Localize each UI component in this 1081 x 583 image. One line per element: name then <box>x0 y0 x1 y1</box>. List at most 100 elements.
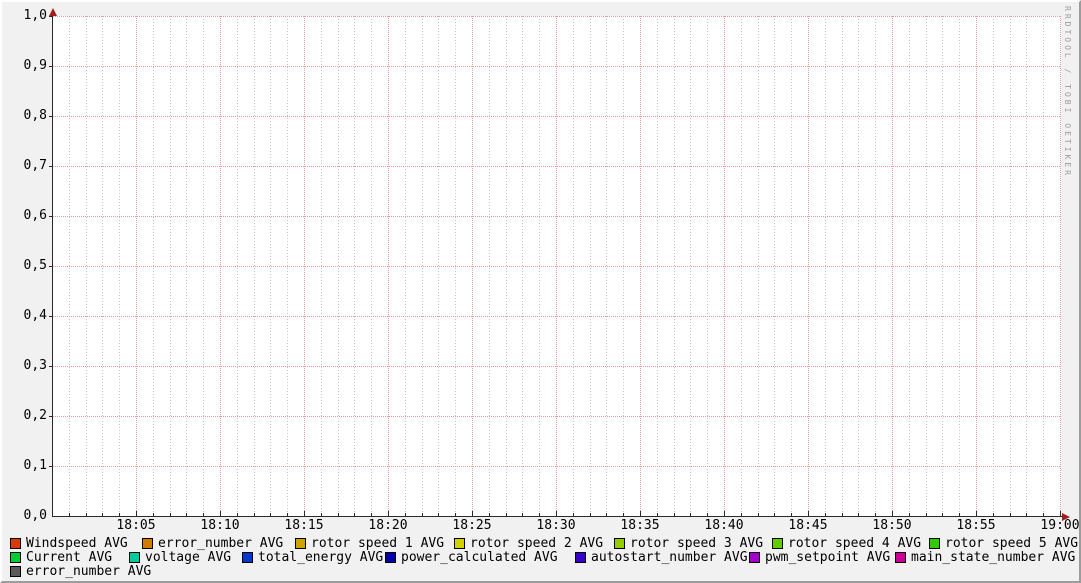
legend-swatch <box>295 538 306 549</box>
x-axis-tick-label: 18:35 <box>620 518 660 533</box>
legend-item-current-avg: Current AVG <box>10 551 112 564</box>
x-tick-minor <box>707 513 708 516</box>
legend-label: rotor speed 3 AVG <box>630 536 764 551</box>
legend-swatch <box>242 552 253 563</box>
y-axis-tick-label: 0,7 <box>23 158 47 173</box>
x-axis-tick-label: 18:15 <box>284 518 324 533</box>
gridline-h-major <box>53 16 1061 17</box>
y-axis-tick-label: 0,2 <box>23 408 47 423</box>
legend-item-autostart-number-avg: autostart_number AVG <box>575 551 748 564</box>
y-axis-tick-label: 0,0 <box>23 508 47 523</box>
y-tick-major <box>49 316 52 317</box>
legend-swatch <box>454 538 465 549</box>
x-tick-minor <box>405 513 406 516</box>
x-tick-major <box>640 511 641 516</box>
x-tick-major <box>556 511 557 516</box>
legend-label: Current AVG <box>26 550 113 565</box>
x-tick-major <box>472 511 473 516</box>
x-tick-minor <box>254 513 255 516</box>
x-tick-minor <box>690 513 691 516</box>
x-tick-minor <box>455 513 456 516</box>
y-axis-arrow-icon <box>49 8 57 16</box>
y-tick-major <box>49 416 52 417</box>
legend-label: power_calculated AVG <box>401 550 558 565</box>
watermark: RRDTOOL / TOBI OETIKER <box>1063 6 1072 178</box>
x-tick-minor <box>354 513 355 516</box>
x-axis-tick-label: 18:50 <box>872 518 912 533</box>
legend-swatch <box>772 538 783 549</box>
x-axis-tick-label: 18:45 <box>788 518 828 533</box>
y-tick-major <box>49 466 52 467</box>
legend-swatch <box>10 538 21 549</box>
x-tick-minor <box>942 513 943 516</box>
x-tick-minor <box>959 513 960 516</box>
x-axis-tick-label: 18:25 <box>452 518 492 533</box>
y-tick-major <box>49 266 52 267</box>
y-tick-major <box>49 16 52 17</box>
x-tick-minor <box>539 513 540 516</box>
x-tick-major <box>1060 511 1061 516</box>
x-tick-minor <box>489 513 490 516</box>
gridline-h-major <box>53 166 1061 167</box>
x-tick-minor <box>1026 513 1027 516</box>
legend-label: main_state_number AVG <box>911 550 1076 565</box>
legend-item-rotor-speed-3-avg: rotor speed 3 AVG <box>614 537 763 550</box>
x-tick-minor <box>791 513 792 516</box>
y-axis-tick-label: 0,9 <box>23 58 47 73</box>
legend-swatch <box>614 538 625 549</box>
legend-label: rotor speed 2 AVG <box>470 536 604 551</box>
x-tick-minor <box>153 513 154 516</box>
y-axis-tick-label: 1,0 <box>23 8 47 23</box>
legend-item-rotor-speed-4-avg: rotor speed 4 AVG <box>772 537 921 550</box>
gridline-h-major <box>53 116 1061 117</box>
x-axis-tick-label: 18:30 <box>536 518 576 533</box>
legend-label: rotor speed 5 AVG <box>945 536 1079 551</box>
x-tick-minor <box>186 513 187 516</box>
legend-label: total_energy AVG <box>258 550 384 565</box>
gridline-h-major <box>53 266 1061 267</box>
legend-swatch <box>575 552 586 563</box>
legend-item-power-calculated-avg: power_calculated AVG <box>385 551 558 564</box>
y-tick-major <box>49 66 52 67</box>
x-tick-minor <box>203 513 204 516</box>
legend-label: autostart_number AVG <box>591 550 748 565</box>
x-tick-minor <box>741 513 742 516</box>
x-tick-minor <box>590 513 591 516</box>
x-axis-line <box>52 516 1063 517</box>
x-tick-minor <box>1010 513 1011 516</box>
legend-item-error-number-avg: error_number AVG <box>142 537 283 550</box>
legend-swatch <box>129 552 140 563</box>
x-tick-minor <box>287 513 288 516</box>
x-tick-minor <box>623 513 624 516</box>
legend-label: error_number AVG <box>158 536 284 551</box>
y-axis-tick-label: 0,8 <box>23 108 47 123</box>
x-tick-minor <box>674 513 675 516</box>
x-tick-minor <box>422 513 423 516</box>
x-axis-tick-label: 19:00 <box>1040 518 1080 533</box>
legend-label: error_number AVG <box>26 564 152 579</box>
x-tick-minor <box>825 513 826 516</box>
x-axis-arrow-icon <box>1062 513 1070 521</box>
x-axis-tick-label: 18:40 <box>704 518 744 533</box>
x-tick-major <box>724 511 725 516</box>
legend-label: pwm_setpoint AVG <box>765 550 891 565</box>
x-tick-minor <box>170 513 171 516</box>
y-axis-tick-label: 0,3 <box>23 358 47 373</box>
gridline-h-major <box>53 416 1061 417</box>
gridline-h-major <box>53 216 1061 217</box>
legend-swatch <box>895 552 906 563</box>
legend-swatch <box>749 552 760 563</box>
x-tick-minor <box>69 513 70 516</box>
x-tick-minor <box>657 513 658 516</box>
legend-swatch <box>10 552 21 563</box>
x-tick-minor <box>506 513 507 516</box>
x-tick-minor <box>1043 513 1044 516</box>
legend-item-rotor-speed-2-avg: rotor speed 2 AVG <box>454 537 603 550</box>
y-tick-major <box>49 116 52 117</box>
y-axis-tick-label: 0,1 <box>23 458 47 473</box>
x-axis-tick-label: 18:10 <box>200 518 240 533</box>
x-tick-minor <box>102 513 103 516</box>
x-tick-minor <box>875 513 876 516</box>
legend-swatch <box>10 566 21 577</box>
legend-swatch <box>142 538 153 549</box>
